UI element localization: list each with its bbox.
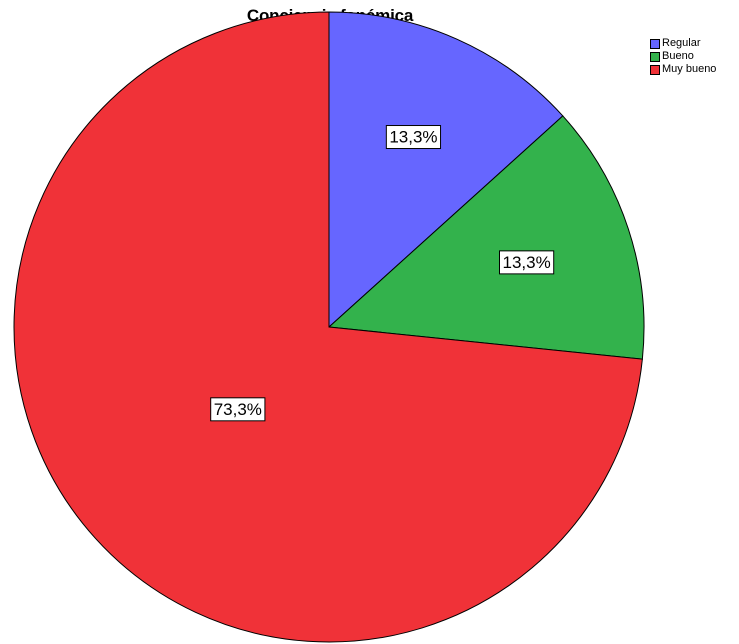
legend-item-regular: Regular [650, 37, 716, 50]
slice-label-box [210, 397, 266, 422]
slice-label-text: 13,3% [502, 253, 550, 272]
slice-label-box [385, 125, 442, 150]
legend-label-bueno: Bueno [662, 50, 694, 62]
legend-label-regular: Regular [662, 37, 701, 49]
legend-swatch-regular [650, 38, 660, 49]
slice-label-text: 13,3% [389, 128, 437, 147]
pie-slice-muy-bueno [13, 11, 643, 643]
pie-slice-regular [328, 11, 564, 329]
slice-label-regular: 13,3% [385, 125, 442, 150]
slice-label-bueno: 13,3% [499, 250, 555, 275]
slice-label-text: 73,3% [214, 400, 262, 419]
legend-label-muy-bueno: Muy bueno [662, 63, 717, 75]
legend-item-bueno: Bueno [650, 50, 716, 63]
slice-label-box [499, 250, 555, 275]
pie-slice-bueno [327, 115, 645, 360]
slice-label-muy-bueno: 73,3% [210, 397, 266, 422]
legend-swatch-bueno [650, 51, 660, 62]
legend-item-muy-bueno: Muy bueno [650, 63, 716, 76]
legend-swatch-muy-bueno [650, 64, 660, 75]
legend: Regular Bueno Muy bueno [650, 37, 716, 76]
